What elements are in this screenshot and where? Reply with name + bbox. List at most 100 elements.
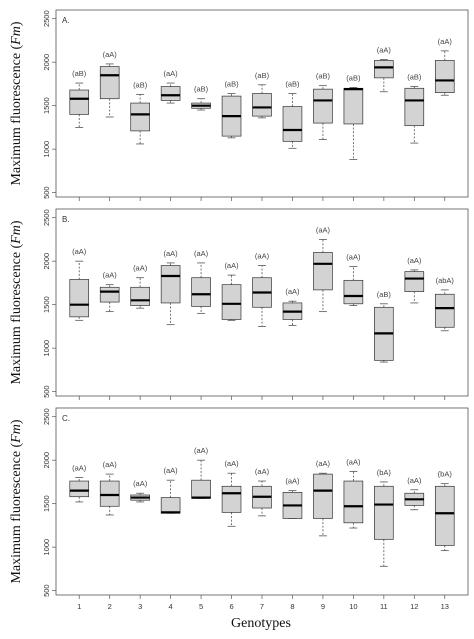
group-label: (aA) xyxy=(224,261,239,270)
box-genotype-10: (aB) xyxy=(343,73,364,161)
box-iqr xyxy=(221,284,242,320)
panel-3: 500 1000 1500 2000 2500 C. Maximum fluorescenc… xyxy=(9,407,469,611)
group-label: (aA) xyxy=(133,479,148,488)
box-iqr xyxy=(160,86,181,101)
box-iqr xyxy=(374,485,394,540)
box-genotype-12: (aB) xyxy=(404,73,425,144)
box-iqr xyxy=(313,473,333,519)
panel-letter: A. xyxy=(62,16,70,25)
y-tick-label: 1500 xyxy=(42,495,51,512)
box-genotype-10: (aA) xyxy=(343,457,364,529)
group-label: (aA) xyxy=(316,459,331,468)
y-tick-label: 2000 xyxy=(42,452,51,469)
box-iqr xyxy=(69,89,90,115)
box-genotype-3: (aA) xyxy=(130,479,150,503)
y-tick-label: 2500 xyxy=(42,408,51,425)
box-iqr xyxy=(69,480,90,498)
box-iqr xyxy=(434,485,455,546)
box-iqr xyxy=(313,252,333,291)
y-tick-label: 500 xyxy=(42,385,51,398)
group-label: (bA) xyxy=(438,470,453,479)
y-tick-label: 2500 xyxy=(42,10,51,27)
group-label: (aA) xyxy=(103,271,118,280)
panel-1: 500 1000 1500 2000 2500 A. Maximum fluorescenc… xyxy=(9,9,469,201)
y-tick-label: 1000 xyxy=(42,539,51,556)
group-label: (aB) xyxy=(377,290,392,299)
box-genotype-4: (aA) xyxy=(160,249,181,326)
box-genotype-5: (aA) xyxy=(191,446,211,499)
y-tick-label: 2000 xyxy=(42,54,51,71)
panel-letter: B. xyxy=(62,215,70,224)
y-tick-label: 1500 xyxy=(42,296,51,313)
box-genotype-2: (aA) xyxy=(99,271,120,313)
box-iqr xyxy=(191,277,211,307)
box-genotype-9: (aB) xyxy=(313,72,333,140)
group-label: (aA) xyxy=(285,477,300,486)
box-iqr xyxy=(160,497,181,514)
group-label: (aB) xyxy=(72,69,87,78)
box-genotype-4: (aA) xyxy=(160,69,181,104)
box-iqr xyxy=(160,265,181,304)
box-iqr xyxy=(99,286,120,303)
box-iqr xyxy=(404,87,425,127)
group-label: (aA) xyxy=(133,264,148,273)
x-tick-label: 6 xyxy=(229,602,233,611)
group-label: (aA) xyxy=(164,249,179,258)
y-tick-label: 1500 xyxy=(42,97,51,114)
box-genotype-1: (aA) xyxy=(69,247,90,321)
panel-2: 500 1000 1500 2000 2500 B. Maximum fluorescenc… xyxy=(9,208,469,400)
box-iqr xyxy=(99,480,120,507)
y-tick-label: 1000 xyxy=(42,340,51,357)
box-iqr xyxy=(130,102,150,132)
box-genotype-13: (abA) xyxy=(434,276,455,332)
box-genotype-1: (aA) xyxy=(69,464,90,503)
group-label: (aA) xyxy=(255,467,270,476)
x-tick-label: 11 xyxy=(380,602,388,611)
panel-letter: C. xyxy=(62,414,70,423)
group-label: (aA) xyxy=(194,446,209,455)
group-label: (aA) xyxy=(72,247,87,256)
box-iqr xyxy=(99,66,120,100)
y-tick-label: 500 xyxy=(42,584,51,597)
group-label: (aA) xyxy=(103,460,118,469)
x-tick-label: 9 xyxy=(321,602,325,611)
x-tick-label: 8 xyxy=(290,602,294,611)
group-label: (aA) xyxy=(164,69,179,78)
group-label: (aA) xyxy=(407,256,422,265)
box-genotype-7: (aB) xyxy=(252,71,272,119)
x-tick-label: 10 xyxy=(349,602,357,611)
group-label: (aA) xyxy=(316,225,331,234)
group-label: (aA) xyxy=(407,476,422,485)
x-tick-label: 5 xyxy=(199,602,203,611)
group-label: (aB) xyxy=(407,73,422,82)
box-iqr xyxy=(434,293,455,328)
box-genotype-7: (aA) xyxy=(252,252,272,327)
box-genotype-2: (aA) xyxy=(99,50,120,118)
box-iqr xyxy=(404,271,425,292)
x-tick-label: 13 xyxy=(441,602,449,611)
y-tick-label: 2000 xyxy=(42,253,51,270)
box-genotype-12: (aA) xyxy=(404,256,425,304)
group-label: (aA) xyxy=(438,37,453,46)
box-genotype-5: (aA) xyxy=(191,249,211,314)
box-iqr xyxy=(252,93,272,117)
box-genotype-7: (aA) xyxy=(252,467,272,517)
box-genotype-10: (aA) xyxy=(343,252,364,306)
group-label: (aB) xyxy=(133,80,148,89)
group-label: (aA) xyxy=(224,459,239,468)
box-genotype-11: (aB) xyxy=(374,290,394,363)
group-label: (aA) xyxy=(72,464,87,473)
box-genotype-2: (aA) xyxy=(99,460,120,516)
x-tick-label: 2 xyxy=(108,602,112,611)
group-label: (aB) xyxy=(224,79,239,88)
group-label: (aA) xyxy=(377,46,392,55)
y-axis-label: Maximum fluorescence (Fm) xyxy=(9,419,24,583)
box-genotype-11: (bA) xyxy=(374,468,394,567)
box-iqr xyxy=(282,106,303,142)
box-genotype-8: (aA) xyxy=(282,287,303,326)
box-iqr xyxy=(343,480,364,524)
group-label: (aA) xyxy=(194,249,209,258)
group-label: (aB) xyxy=(285,79,300,88)
box-iqr xyxy=(130,286,150,306)
